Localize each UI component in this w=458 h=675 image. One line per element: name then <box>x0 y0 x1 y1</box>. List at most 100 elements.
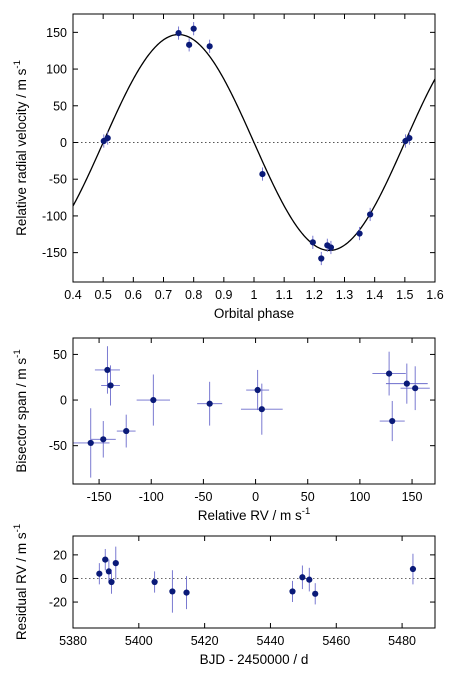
y-axis-label-text: Relative radial velocity / m s <box>14 68 29 236</box>
x-tick-label: 5460 <box>322 634 350 648</box>
x-tick-label: 1.3 <box>336 288 353 302</box>
x-tick-label: 1.5 <box>396 288 413 302</box>
y-axis-label-exponent: -1 <box>12 60 23 68</box>
data-point <box>94 346 120 394</box>
data-point <box>400 366 430 411</box>
data-marker <box>169 588 176 595</box>
data-marker <box>100 436 107 443</box>
chart-rv-phase: 0.4 0.5 0.6 0.7 0.8 0.9 1 1.1 1.2 1.3 1.4 1.5 1.6-15… <box>12 13 444 321</box>
data-marker <box>96 570 103 577</box>
x-axis-label-text: Orbital phase <box>214 306 294 321</box>
x-tick-label: 0.5 <box>94 288 111 302</box>
x-tick-label: 0.7 <box>155 288 172 302</box>
data-marker <box>389 417 396 425</box>
x-tick-label: 150 <box>402 490 423 504</box>
data-point <box>385 363 428 404</box>
y-tick-label: 0 <box>60 136 67 150</box>
plot-area <box>96 546 417 613</box>
data-marker <box>87 439 94 447</box>
data-point <box>259 167 266 181</box>
x-tick-label: 5440 <box>257 634 285 648</box>
x-tick-label: 0.9 <box>215 288 232 302</box>
data-marker <box>406 134 413 142</box>
data-marker <box>412 385 419 392</box>
data-point <box>379 400 405 442</box>
data-marker <box>105 568 112 575</box>
x-axis-label-exponent: -1 <box>302 506 310 517</box>
x-axis-label: BJD - 2450000 / d <box>200 652 309 667</box>
x-tick-label: 5420 <box>191 634 219 648</box>
data-point <box>169 570 176 613</box>
chart-residuals: 5380 5400 5420 5440 5460 5480 -20 0 20 BJD - 2450… <box>12 524 436 667</box>
data-marker <box>318 255 325 262</box>
data-marker <box>104 366 111 374</box>
data-point <box>101 365 120 406</box>
plot-area <box>73 346 430 478</box>
data-marker <box>299 574 306 581</box>
data-point <box>406 131 413 145</box>
x-axis-label-text: Relative RV / m s <box>198 508 302 523</box>
y-axis-label-exponent: -1 <box>12 524 23 532</box>
x-tick-label: 1.2 <box>306 288 323 302</box>
y-axis-label-exponent: -1 <box>12 349 23 357</box>
data-point <box>306 567 313 592</box>
plot-frame <box>72 337 436 485</box>
x-tick-label: 0.4 <box>64 288 81 302</box>
data-marker <box>409 565 417 573</box>
data-marker <box>254 386 261 394</box>
data-point <box>151 571 158 593</box>
data-point <box>309 235 316 249</box>
data-point <box>102 548 109 571</box>
data-point <box>409 553 417 585</box>
x-tick-label: 0 <box>252 490 259 504</box>
data-marker <box>190 25 197 32</box>
x-tick-label: -150 <box>87 490 112 504</box>
plot-area <box>73 22 435 266</box>
data-marker <box>403 380 410 387</box>
data-point <box>318 251 325 266</box>
y-tick-label: 0 <box>60 394 67 408</box>
data-point <box>96 563 103 585</box>
y-tick-label: -20 <box>49 596 67 610</box>
data-point <box>240 383 283 435</box>
data-marker <box>385 370 393 377</box>
x-tick-label: -100 <box>139 490 164 504</box>
x-tick-label: 1.4 <box>366 288 383 302</box>
data-marker <box>186 41 193 48</box>
data-marker <box>183 589 190 596</box>
data-point <box>90 421 116 458</box>
x-tick-label: 5480 <box>388 634 416 648</box>
data-point <box>175 26 182 40</box>
data-point <box>246 369 270 411</box>
data-point <box>197 381 223 426</box>
y-tick-label: 0 <box>60 572 67 586</box>
data-point <box>327 240 335 255</box>
x-axis-label: Orbital phase <box>214 306 294 321</box>
data-point <box>183 576 190 610</box>
x-tick-label: 5400 <box>125 634 153 648</box>
y-tick-label: 20 <box>53 548 67 562</box>
y-tick-label: -50 <box>49 173 67 187</box>
data-point <box>116 414 136 448</box>
y-tick-label: 50 <box>53 348 67 362</box>
data-point <box>312 583 319 605</box>
y-axis-label: Relative radial velocity / m s-1 <box>12 60 29 236</box>
data-point <box>112 546 119 580</box>
data-marker <box>312 590 319 597</box>
data-point <box>105 559 112 584</box>
chart-bisector: -150 -100 -50 0 50 100 150 -50 0 50 Relative RV / … <box>12 337 436 523</box>
data-marker <box>289 588 296 595</box>
data-point <box>136 374 171 426</box>
data-marker <box>258 406 265 413</box>
data-marker <box>151 578 158 586</box>
data-marker <box>309 239 316 246</box>
y-axis-label: Residual RV / m s-1 <box>12 524 29 640</box>
data-marker <box>112 560 119 567</box>
data-marker <box>175 29 182 37</box>
data-marker <box>306 576 313 583</box>
data-point <box>108 570 115 594</box>
data-point <box>367 207 374 222</box>
y-tick-label: 100 <box>46 63 67 77</box>
y-axis-label: Bisector span / m s-1 <box>12 349 29 472</box>
y-tick-label: 150 <box>46 26 67 40</box>
